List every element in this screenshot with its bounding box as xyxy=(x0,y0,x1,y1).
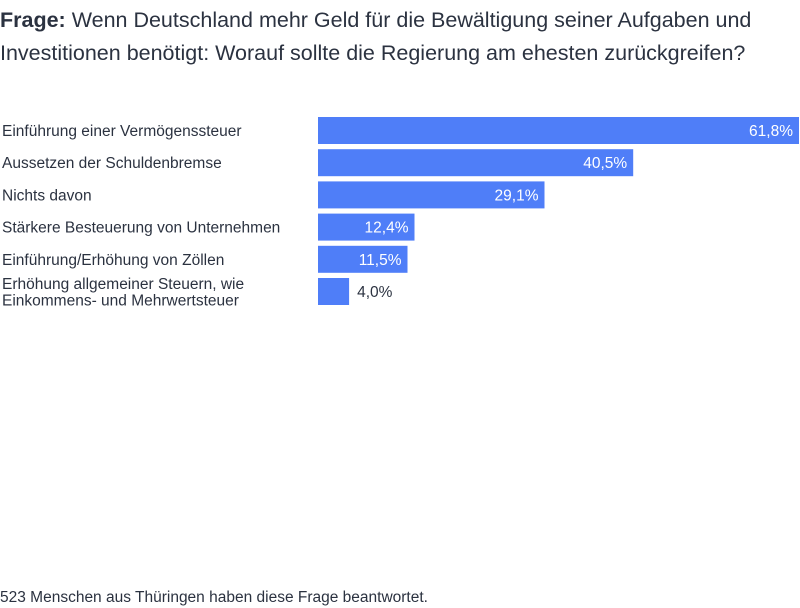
question-text: Wenn Deutschland mehr Geld für die Bewäl… xyxy=(0,8,752,65)
category-label: Einführung einer Vermögenssteuer xyxy=(2,123,242,140)
category-label: Stärkere Besteuerung von Unternehmen xyxy=(2,220,280,237)
question-title: Frage: Wenn Deutschland mehr Geld für di… xyxy=(0,4,796,70)
category-label: Einführung/Erhöhung von Zöllen xyxy=(2,252,224,269)
category-label: Erhöhung allgemeiner Steuern, wie Einkomm… xyxy=(2,276,244,310)
bar xyxy=(318,181,545,209)
category-label: Aussetzen der Schuldenbremse xyxy=(2,155,222,172)
value-label: 40,5% xyxy=(583,155,627,172)
bar xyxy=(318,149,634,177)
value-label: 29,1% xyxy=(495,187,539,204)
question-prefix: Frage: xyxy=(0,8,66,32)
footer-note: 523 Menschen aus Thüringen haben diese F… xyxy=(0,589,428,606)
bar xyxy=(318,245,408,273)
category-label: Nichts davon xyxy=(2,187,92,204)
bar-chart: Einführung einer Vermögenssteuer 61,8% Aus… xyxy=(2,117,799,310)
value-label: 12,4% xyxy=(365,220,409,237)
value-label: 11,5% xyxy=(359,252,402,269)
value-label: 61,8% xyxy=(749,123,793,140)
value-label: 4,0% xyxy=(357,284,393,301)
bar xyxy=(318,213,415,241)
bar xyxy=(318,278,350,305)
bar xyxy=(318,117,799,144)
